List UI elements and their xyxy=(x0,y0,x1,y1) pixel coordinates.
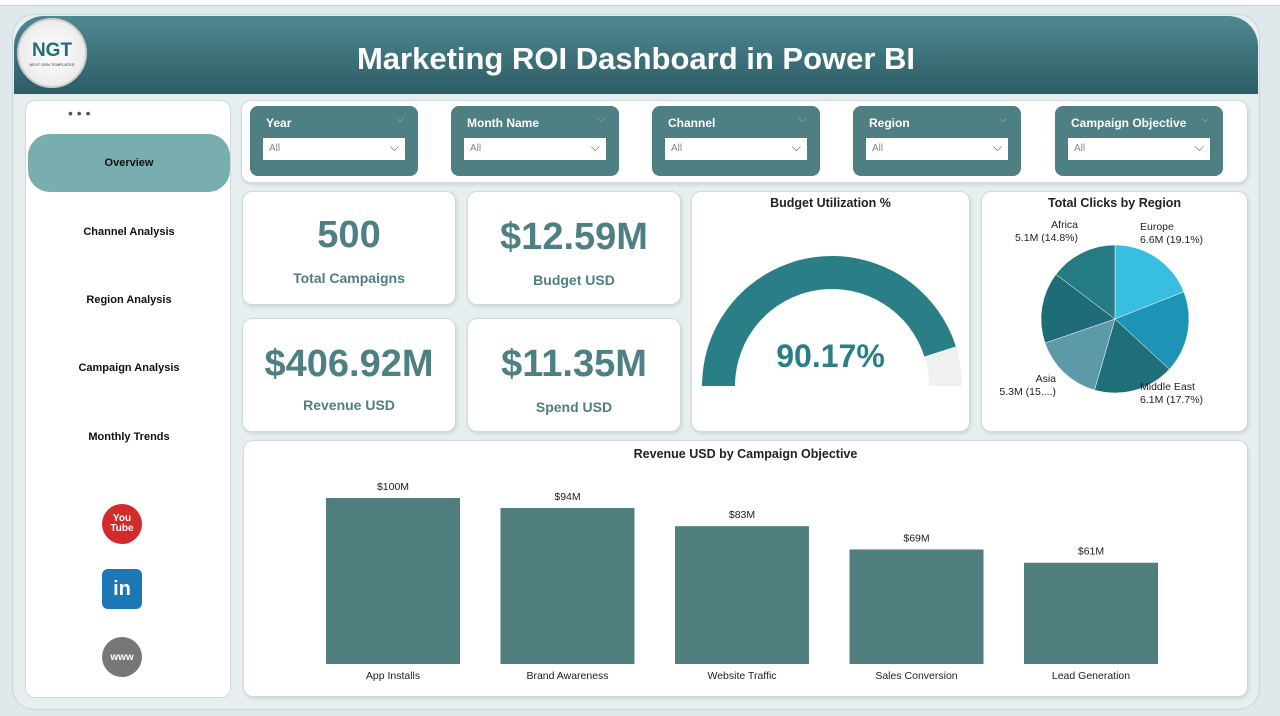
pie-slice-europe[interactable] xyxy=(1114,244,1185,320)
filter-label: Campaign Objective xyxy=(1071,116,1187,130)
pie-slice-africa[interactable] xyxy=(1055,244,1116,320)
pie-card: Total Clicks by Region Europe 6.6M (19.1%… xyxy=(981,191,1248,432)
pie-data-label: 6.1M (17.7%) xyxy=(1140,394,1203,406)
chevron-down-icon[interactable]: ⌵ xyxy=(396,114,404,125)
sidebar: • • • Overview Channel Analysis Region A… xyxy=(25,100,231,698)
pie-slice-asia[interactable] xyxy=(1044,318,1116,391)
filter-dropdown[interactable]: All ⌵ xyxy=(1068,138,1210,160)
kpi-label: Revenue USD xyxy=(303,397,395,413)
filter-label: Year xyxy=(266,116,292,130)
chevron-down-icon[interactable]: ⌵ xyxy=(798,114,806,125)
bar-chart: $100M App Installs $94M Brand Awareness $83M… xyxy=(326,481,1158,682)
pie-data-label: Asia xyxy=(1036,373,1057,385)
filter-dropdown[interactable]: All ⌵ xyxy=(665,138,807,160)
filter-value: All xyxy=(872,143,884,154)
filter-month-name[interactable]: Month Name ⌵ All ⌵ xyxy=(451,106,619,176)
filter-value: All xyxy=(269,143,281,154)
kpi-spend: $11.35M Spend USD xyxy=(467,318,681,432)
bar-app-installs[interactable] xyxy=(326,498,460,664)
nav-region-analysis[interactable]: Region Analysis xyxy=(86,294,172,306)
filter-region[interactable]: Region ⌵ All ⌵ xyxy=(853,106,1021,176)
logo-text: NGT xyxy=(31,39,73,61)
logo: NGT NEXT GEN TEMPLATES xyxy=(17,18,87,88)
chevron-down-icon: ⌵ xyxy=(389,140,399,154)
x-tick-label: App Installs xyxy=(366,670,420,682)
x-tick-label: Sales Conversion xyxy=(875,670,957,682)
chevron-down-icon: ⌵ xyxy=(1194,140,1204,154)
filter-dropdown[interactable]: All ⌵ xyxy=(263,138,405,160)
linkedin-icon[interactable]: in xyxy=(102,569,142,609)
kpi-budget: $12.59M Budget USD xyxy=(467,191,681,305)
filter-value: All xyxy=(671,143,683,154)
kpi-total-campaigns: 500 Total Campaigns xyxy=(242,191,456,305)
pie-data-label: 5.3M (15....) xyxy=(999,386,1056,398)
youtube-icon[interactable]: You Tube xyxy=(102,504,142,544)
nav-overview[interactable]: Overview xyxy=(28,134,230,192)
filter-campaign-objective[interactable]: Campaign Objective ⌵ All ⌵ xyxy=(1055,106,1223,176)
pie-title: Total Clicks by Region xyxy=(1047,196,1182,210)
nav-monthly-trends[interactable]: Monthly Trends xyxy=(88,431,170,443)
gauge-card: Budget Utilization % 90.17% xyxy=(691,191,970,432)
top-strip xyxy=(0,0,1280,6)
pie-data-label: Europe xyxy=(1140,221,1174,233)
kpi-value: $406.92M xyxy=(264,343,434,385)
bar-data-label: $69M xyxy=(903,532,929,544)
bar-sales-conversion[interactable] xyxy=(849,549,984,664)
bar-data-label: $61M xyxy=(1078,546,1104,558)
x-tick-label: Website Traffic xyxy=(707,670,776,682)
bar-lead-generation[interactable] xyxy=(1024,562,1158,664)
bar-card: Revenue USD by Campaign Objective $100M A… xyxy=(243,440,1248,697)
bar-website-traffic[interactable] xyxy=(675,526,809,664)
filter-value: All xyxy=(470,143,482,154)
kpi-value: 500 xyxy=(317,214,381,256)
kpi-label: Spend USD xyxy=(535,399,613,415)
filter-label: Channel xyxy=(668,116,716,130)
gauge-title: Budget Utilization % xyxy=(770,196,891,210)
kpi-revenue: $406.92M Revenue USD xyxy=(242,318,456,432)
gauge-fill xyxy=(702,256,956,386)
bar-data-label: $94M xyxy=(554,491,580,503)
pie-data-label: 6.6M (19.1%) xyxy=(1140,234,1203,246)
filter-dropdown[interactable]: All ⌵ xyxy=(866,138,1008,160)
bar-brand-awareness[interactable] xyxy=(500,507,635,664)
filter-label: Region xyxy=(869,116,910,130)
chevron-down-icon: ⌵ xyxy=(791,140,801,154)
chevron-down-icon: ⌵ xyxy=(992,140,1002,154)
x-tick-label: Brand Awareness xyxy=(526,670,608,682)
kpi-label: Total Campaigns xyxy=(293,270,405,286)
x-tick-label: Lead Generation xyxy=(1052,670,1130,682)
kpi-label: Budget USD xyxy=(533,272,615,288)
kpi-value: $11.35M xyxy=(501,343,647,385)
gauge-track xyxy=(924,346,962,386)
pie-slice[interactable] xyxy=(1114,291,1190,370)
filter-year[interactable]: Year ⌵ All ⌵ xyxy=(250,106,418,176)
pie-slice[interactable] xyxy=(1040,274,1116,344)
pie-data-label: Middle East xyxy=(1140,381,1195,393)
chevron-down-icon[interactable]: ⌵ xyxy=(999,114,1007,125)
logo-subtext: NEXT GEN TEMPLATES xyxy=(29,61,75,67)
pie-slice-middle-east[interactable] xyxy=(1094,318,1170,394)
nav-campaign-analysis[interactable]: Campaign Analysis xyxy=(78,362,180,374)
bar-data-label: $100M xyxy=(377,481,409,493)
kpi-value: $12.59M xyxy=(500,216,648,258)
chevron-down-icon[interactable]: ⌵ xyxy=(597,114,605,125)
header-banner: Marketing ROI Dashboard in Power BI xyxy=(14,16,1258,94)
filter-channel[interactable]: Channel ⌵ All ⌵ xyxy=(652,106,820,176)
bar-data-label: $83M xyxy=(729,509,755,521)
pie-data-label: Africa xyxy=(1051,219,1078,231)
nav-channel-analysis[interactable]: Channel Analysis xyxy=(83,226,175,238)
globe-icon[interactable]: www xyxy=(102,637,142,677)
more-options-icon[interactable]: • • • xyxy=(68,105,91,121)
bar-title: Revenue USD by Campaign Objective xyxy=(633,447,858,461)
pie-data-label: 5.1M (14.8%) xyxy=(1015,232,1078,244)
filter-value: All xyxy=(1074,143,1086,154)
chevron-down-icon[interactable]: ⌵ xyxy=(1201,114,1209,125)
filter-label: Month Name xyxy=(467,116,539,130)
page-title: Marketing ROI Dashboard in Power BI xyxy=(356,41,916,76)
gauge-value: 90.17% xyxy=(776,338,885,374)
chevron-down-icon: ⌵ xyxy=(590,140,600,154)
filter-dropdown[interactable]: All ⌵ xyxy=(464,138,606,160)
gauge-chart xyxy=(702,256,962,386)
